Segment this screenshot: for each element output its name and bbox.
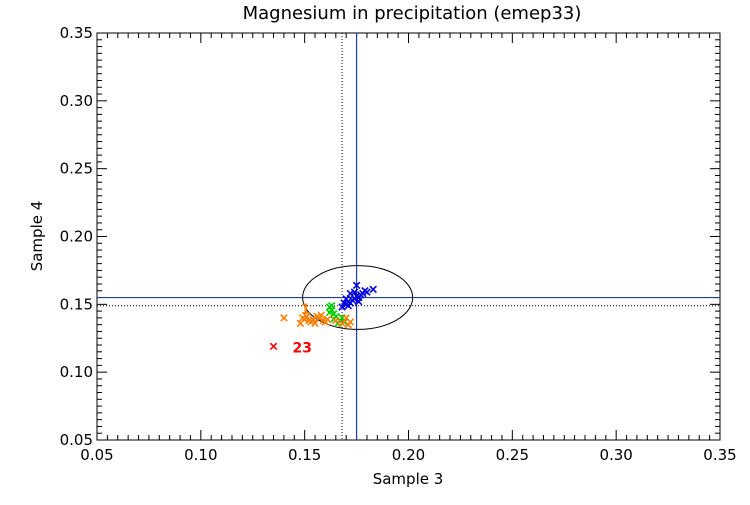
y-tick-label: 0.25 — [60, 160, 93, 178]
data-point-green — [327, 301, 336, 310]
data-point-blue — [354, 297, 363, 306]
y-tick-label: 0.20 — [60, 228, 93, 246]
chart-title: Magnesium in precipitation (emep33) — [243, 3, 582, 24]
data-point-orange — [280, 314, 288, 322]
data-point-orange — [317, 311, 326, 319]
data-point-orange — [302, 312, 311, 321]
data-point-orange — [311, 319, 319, 328]
reference-lines — [97, 33, 720, 440]
y-tick-label: 0.30 — [60, 92, 93, 110]
data-point-green — [325, 308, 334, 317]
axis-ticks: 0.05 0.10 0.15 0.20 0.25 0.30 0.35 0.05 0.10 0.15… — [60, 24, 737, 464]
x-axis-title: Sample 3 — [373, 470, 444, 488]
data-point-blue — [350, 288, 359, 296]
point-label-orange: 1 — [301, 302, 311, 318]
y-tick-label: 0.05 — [60, 431, 93, 449]
data-points: 1 23 — [269, 281, 377, 356]
data-point-red — [269, 342, 278, 351]
data-point-orange — [346, 318, 355, 326]
plot-frame — [96, 32, 721, 441]
data-point-orange — [309, 315, 317, 324]
x-tick-label: 0.10 — [184, 446, 217, 464]
x-tick-label: 0.05 — [80, 446, 113, 464]
y-axis-title: Sample 4 — [28, 201, 46, 272]
data-point-orange — [323, 315, 332, 324]
data-point-blue — [338, 303, 346, 311]
data-point-blue — [363, 288, 371, 296]
x-tick-label: 0.35 — [703, 446, 736, 464]
data-point-blue — [352, 281, 361, 290]
confidence-ellipse — [302, 265, 414, 330]
x-tick-label: 0.25 — [496, 446, 529, 464]
data-point-orange — [338, 319, 346, 328]
data-point-blue — [369, 285, 377, 294]
point-label-red: 23 — [293, 340, 312, 356]
data-point-blue — [344, 301, 353, 310]
y-tick-label: 0.35 — [60, 24, 93, 42]
data-point-blue — [346, 289, 355, 298]
data-point-orange — [332, 316, 340, 325]
x-tick-label: 0.20 — [392, 446, 425, 464]
x-tick-label: 0.15 — [288, 446, 321, 464]
y-tick-label: 0.10 — [60, 363, 93, 381]
data-point-blue — [340, 299, 348, 307]
y-tick-label: 0.15 — [60, 295, 93, 313]
data-point-blue — [342, 295, 350, 303]
x-tick-label: 0.30 — [599, 446, 632, 464]
